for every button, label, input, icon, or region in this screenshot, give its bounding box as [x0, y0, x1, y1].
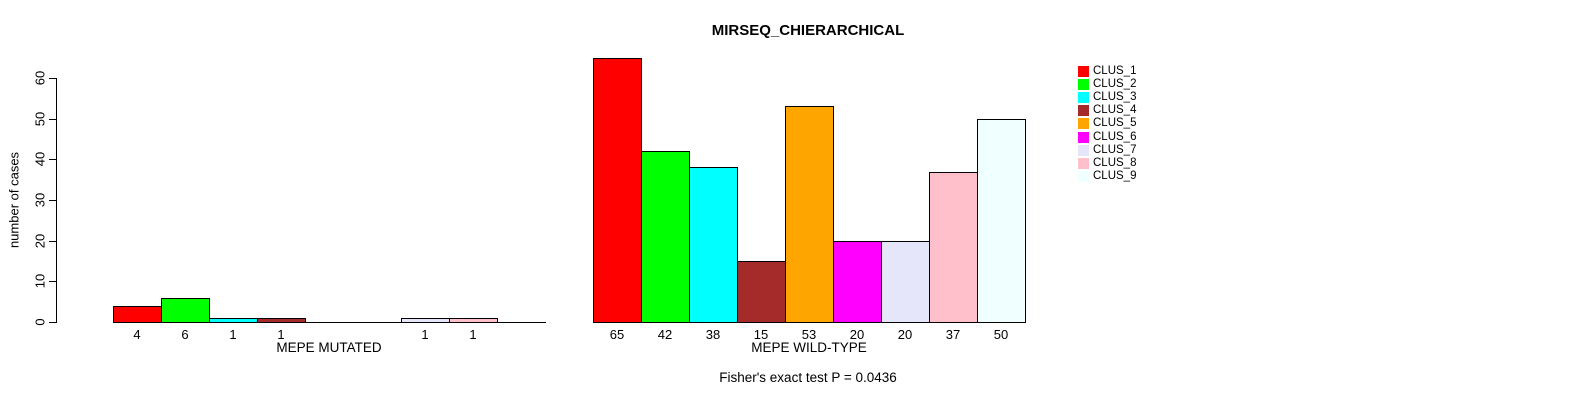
y-tick-label: 30	[32, 192, 48, 208]
x-axis-label-mepe-wild-type: MEPE WILD-TYPE	[751, 340, 867, 355]
bar-clus_2-wild-type	[641, 151, 690, 323]
bar-clus_8-wild-type	[929, 172, 978, 323]
bar-clus_3-mutated	[209, 318, 258, 323]
legend-swatch-clus_6	[1078, 131, 1089, 143]
bar-value-label: 6	[181, 327, 189, 342]
legend-label-clus_9: CLUS_9	[1093, 169, 1137, 182]
legend-label-clus_5: CLUS_5	[1093, 117, 1137, 130]
legend-swatch-clus_5	[1078, 118, 1089, 130]
legend-swatch-clus_3	[1078, 92, 1089, 104]
bar-value-label: 1	[469, 327, 477, 342]
bar-clus_8-mutated	[449, 318, 498, 323]
legend-swatch-clus_8	[1078, 157, 1089, 169]
bar-value-label: 15	[753, 327, 769, 342]
y-tick-mark	[49, 240, 56, 242]
legend-label-clus_1: CLUS_1	[1093, 65, 1137, 77]
y-tick-mark	[49, 322, 56, 323]
legend-swatch-clus_4	[1078, 105, 1089, 117]
bar-value-label: 1	[229, 327, 237, 342]
stat-annotation: Fisher's exact test P = 0.0436	[719, 370, 897, 385]
y-axis-line	[56, 78, 57, 323]
bar-value-label: 65	[609, 327, 625, 342]
bar-clus_6-wild-type	[833, 241, 882, 323]
bar-value-label: 4	[133, 327, 141, 342]
bar-clus_4-mutated	[257, 318, 306, 323]
y-tick-label: 20	[32, 233, 48, 248]
y-tick-mark	[49, 281, 56, 283]
y-tick-mark	[49, 200, 56, 201]
bar-clus_2-mutated	[161, 298, 210, 323]
bar-value-label: 53	[801, 327, 817, 342]
legend-label-clus_2: CLUS_2	[1093, 78, 1137, 91]
bar-value-label: 20	[849, 327, 865, 342]
bar-value-label: 50	[993, 327, 1009, 342]
y-tick-label: 10	[32, 274, 48, 289]
legend-swatch-clus_2	[1078, 79, 1089, 91]
bar-clus_7-mutated	[401, 318, 450, 323]
bar-value-label: 37	[945, 327, 961, 342]
bar-clus_7-wild-type	[881, 241, 930, 323]
y-tick-label: 50	[32, 111, 48, 126]
chart-title: MIRSEQ_CHIERARCHICAL	[711, 22, 905, 39]
bar-clus_4-wild-type	[737, 261, 786, 323]
bar-value-label: 42	[657, 327, 673, 342]
bar-value-label: 1	[277, 327, 285, 342]
bar-value-label: 38	[705, 327, 721, 342]
y-tick-label: 0	[32, 318, 48, 326]
legend-label-clus_3: CLUS_3	[1093, 91, 1137, 104]
bar-value-label: 20	[897, 327, 913, 342]
legend-swatch-clus_9	[1078, 170, 1089, 182]
y-axis-label: number of cases	[6, 151, 22, 249]
y-tick-label: 60	[32, 70, 48, 86]
bar-value-label: 1	[421, 327, 429, 342]
y-tick-label: 40	[32, 152, 48, 167]
y-tick-mark	[49, 159, 56, 161]
legend-label-clus_6: CLUS_6	[1093, 130, 1137, 143]
bar-clus_3-wild-type	[689, 167, 738, 323]
y-tick-mark	[49, 78, 56, 79]
legend-swatch-clus_7	[1078, 144, 1089, 156]
x-axis-label-mepe-mutated: MEPE MUTATED	[276, 340, 382, 355]
bar-clus_5-wild-type	[785, 106, 834, 323]
legend-swatch-clus_1	[1078, 66, 1089, 77]
bar-clus_1-wild-type	[593, 58, 642, 323]
legend-label-clus_7: CLUS_7	[1093, 143, 1137, 156]
y-tick-mark	[49, 118, 56, 120]
legend-label-clus_4: CLUS_4	[1093, 104, 1137, 117]
x-axis-baseline-mutated	[113, 322, 546, 323]
legend-label-clus_8: CLUS_8	[1093, 156, 1137, 169]
bar-clus_9-wild-type	[977, 119, 1026, 323]
bar-clus_1-mutated	[113, 306, 162, 323]
